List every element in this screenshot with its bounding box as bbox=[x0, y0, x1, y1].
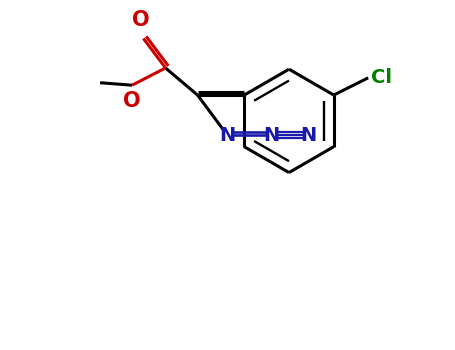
Text: O: O bbox=[123, 91, 141, 111]
Text: O: O bbox=[132, 9, 150, 30]
Text: N: N bbox=[219, 126, 235, 145]
Text: Cl: Cl bbox=[371, 68, 392, 87]
Text: N: N bbox=[300, 126, 316, 145]
Text: N: N bbox=[263, 126, 279, 145]
